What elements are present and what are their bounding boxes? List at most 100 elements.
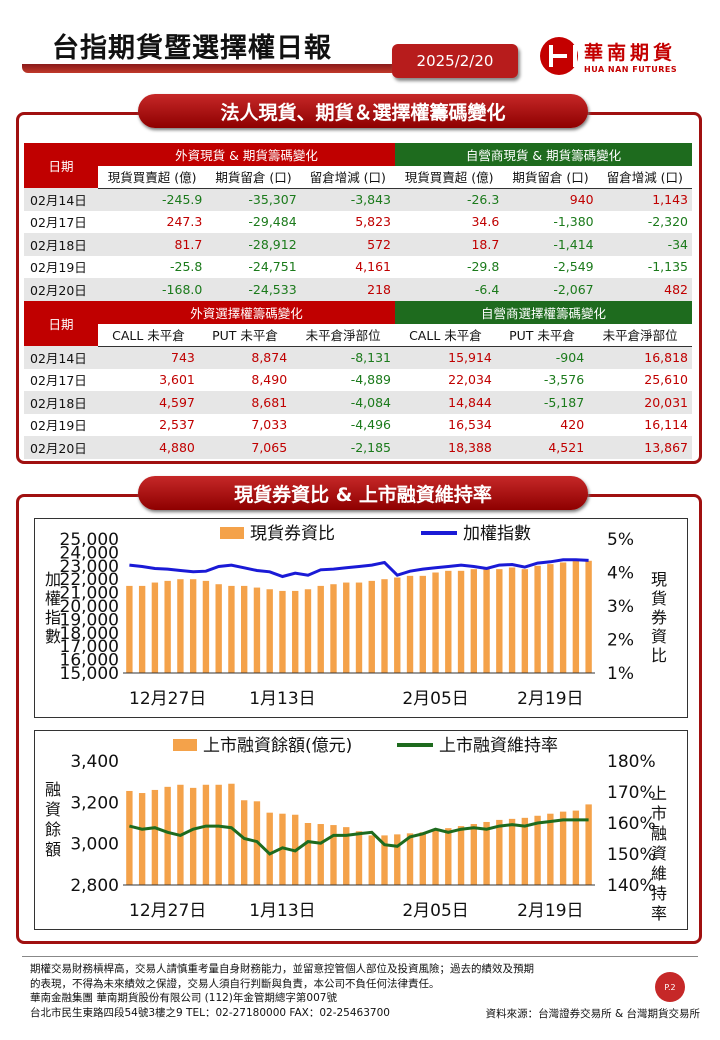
bar <box>164 786 171 885</box>
bar <box>266 589 273 673</box>
bar <box>585 804 592 885</box>
bar <box>534 815 541 885</box>
table-cell: 4,521 <box>495 436 589 459</box>
row-date: 02月20日 <box>24 436 98 459</box>
table-cell: 8,874 <box>198 346 292 369</box>
y-tick-label: 24,000 <box>60 543 119 563</box>
bar <box>547 813 554 885</box>
table-cell: 420 <box>560 417 585 433</box>
table-cell: -3,843 <box>300 188 395 211</box>
short-margin-ratio-chart: 15,000 16,000 17,000 18,000 19,000 20,000 21,0… <box>34 518 688 718</box>
table-cell: -2,549 <box>553 259 594 275</box>
row-date: 02月18日 <box>24 233 98 256</box>
table-cell: 16,818 <box>588 346 692 369</box>
institutional-futures-table: 日期 外資現貨 & 期貨籌碼變化 自營商現貨 & 期貨籌碼變化 現貨買賣超 (億… <box>24 143 692 301</box>
bar <box>381 579 388 673</box>
table-cell: 15,914 <box>394 346 496 369</box>
table-cell: -4,084 <box>291 391 395 414</box>
table-cell: 25,610 <box>644 372 688 388</box>
legend-label: 上市融資維持率 <box>439 736 558 756</box>
legend-label: 現貨券資比 <box>250 524 335 544</box>
report-title: 台指期貨暨選擇權日報 <box>52 33 332 64</box>
disclaimer-line: 期權交易財務槓桿高，交易人請慎重考量自身財務能力，並留意控管個人部位及投資風險；… <box>30 963 534 975</box>
table-cell: 8,681 <box>198 391 292 414</box>
data-source: 資料來源：台灣證券交易所 & 台灣期貨交易所 <box>485 1008 700 1020</box>
institutional-options-table: 日期 外資選擇權籌碼變化 自營商選擇權籌碼變化 CALL 未平倉 PUT 未平倉… <box>24 301 692 459</box>
row-date: 02月17日 <box>30 215 87 231</box>
table-cell: -168.0 <box>98 278 207 301</box>
bar <box>138 793 146 885</box>
table-cell: -1,380 <box>553 214 594 230</box>
bar <box>432 572 439 673</box>
table-cell: -4,496 <box>350 417 391 433</box>
row-date: 02月14日 <box>24 188 98 211</box>
y2-tick-label: 2% <box>607 631 634 651</box>
bar <box>572 560 580 673</box>
bar <box>317 585 324 673</box>
table-cell: 4,597 <box>98 391 199 414</box>
table-cell: 16,114 <box>644 417 688 433</box>
column-header: CALL 未平倉 <box>98 323 199 347</box>
y2-axis-title-char: 融 <box>651 824 667 843</box>
logo-english-text: HUA NAN FUTURES <box>584 65 678 74</box>
table-cell: 7,065 <box>198 436 292 459</box>
row-date: 02月18日 <box>24 391 98 414</box>
table-cell: -2,185 <box>291 436 395 459</box>
table-cell: 572 <box>300 233 395 256</box>
table-cell: -34 <box>597 233 692 256</box>
y2-axis-title-char: 比 <box>651 646 667 665</box>
table-row: 02月20日 -168.0 -24,533 218 -6.4 -2,067 482 <box>24 278 692 301</box>
bar <box>585 560 592 673</box>
bar <box>483 821 490 885</box>
bar <box>419 832 426 885</box>
table-cell: 247.3 <box>166 214 203 230</box>
footer-divider <box>22 956 698 957</box>
bar <box>355 831 363 885</box>
bar <box>126 585 133 673</box>
bar <box>368 835 375 885</box>
bar <box>368 580 375 673</box>
company-logo: 華南期貨 HUA NAN FUTURES <box>540 34 690 78</box>
table-row: 02月19日 2,537 7,033 -4,496 16,534 420 16,114 <box>24 414 692 437</box>
table-cell: -24,533 <box>206 278 301 301</box>
bar <box>241 585 248 673</box>
y-tick-label: 16,000 <box>60 651 119 671</box>
row-date: 02月14日 <box>24 346 98 369</box>
bar <box>343 582 350 673</box>
y2-axis-title-char: 持 <box>651 884 667 903</box>
bar <box>406 575 414 673</box>
bar <box>445 570 452 673</box>
y-axis-title-char: 指 <box>45 608 61 627</box>
bar <box>151 582 159 673</box>
table-cell: 34.6 <box>471 214 500 230</box>
bar <box>394 834 401 885</box>
bar <box>304 823 312 885</box>
bar <box>572 810 580 885</box>
y-tick-label: 21,000 <box>60 584 119 604</box>
date-header: 日期 <box>24 143 98 188</box>
bar <box>496 569 503 673</box>
y-tick-label: 23,000 <box>60 557 119 577</box>
bar <box>508 567 516 673</box>
bar <box>432 830 439 885</box>
table-cell: 4,880 <box>98 436 199 459</box>
table-row: 02月18日 4,597 8,681 -4,084 14,844 -5,187 20,031 <box>24 391 692 414</box>
bar <box>559 562 567 673</box>
bar <box>521 817 529 885</box>
bar <box>457 826 465 885</box>
bar <box>228 783 235 885</box>
table-cell: -2,320 <box>647 214 688 230</box>
y2-axis-title-char: 資 <box>651 627 667 646</box>
bar <box>317 824 324 885</box>
column-header: 未平倉淨部位 <box>291 323 395 347</box>
bar <box>330 825 337 885</box>
x-tick-label: 2月05日 <box>402 901 468 921</box>
page-number: P.2 <box>655 972 685 1002</box>
table-cell: -5,187 <box>495 391 589 414</box>
row-date: 02月20日 <box>24 278 98 301</box>
y-axis-title-char: 權 <box>45 589 61 608</box>
disclaimer: 期權交易財務槓桿高，交易人請慎重考量自身財務能力，並留意控管個人部位及投資風險；… <box>30 962 534 1020</box>
table-cell: 81.7 <box>98 233 207 256</box>
bar <box>266 812 273 885</box>
title-underline <box>22 64 442 73</box>
